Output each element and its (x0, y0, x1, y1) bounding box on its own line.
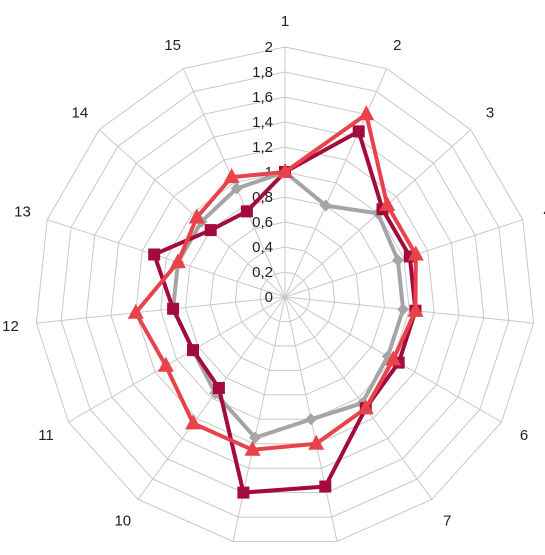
data-point (167, 302, 180, 315)
grid-ring (135, 146, 435, 445)
data-point (385, 350, 402, 366)
data-point (407, 301, 424, 317)
grid-spoke (284, 296, 433, 500)
grid-ring (110, 121, 460, 469)
category-labels: 123456789101112131415 (2, 13, 545, 529)
data-point (352, 125, 365, 138)
grid-ring (60, 71, 510, 518)
data-point (212, 382, 225, 394)
grid-spoke (137, 296, 286, 500)
series-3 (127, 105, 424, 456)
data-point (277, 163, 293, 178)
radar-grid (35, 46, 535, 542)
radial-tick-label: 0,4 (252, 239, 273, 256)
grid-spoke (36, 296, 286, 324)
grid-ring (209, 221, 361, 371)
data-point (319, 480, 332, 493)
category-label: 10 (114, 512, 131, 529)
category-label: 11 (38, 427, 54, 444)
data-point (244, 440, 261, 456)
category-label: 2 (393, 37, 401, 54)
data-point (237, 486, 250, 499)
category-label: 4 (543, 204, 545, 221)
grid-spoke (98, 129, 286, 298)
data-point (308, 434, 325, 450)
radial-tick-label: 1,8 (252, 64, 273, 81)
grid-spoke (68, 296, 286, 423)
grid-ring (85, 96, 485, 494)
grid-ring (160, 171, 410, 420)
data-point (185, 414, 202, 430)
category-label: 12 (2, 318, 19, 335)
grid-ring (35, 46, 535, 542)
data-point (397, 303, 410, 316)
data-point (187, 344, 199, 357)
radial-tick-label: 1,6 (252, 89, 273, 106)
category-label: 15 (164, 37, 181, 54)
radial-tick-label: 1,2 (252, 139, 273, 156)
grid-spoke (284, 68, 388, 298)
data-point (188, 208, 205, 224)
grid-ring (234, 246, 336, 347)
radial-tick-label: 0,6 (252, 214, 273, 231)
data-point (407, 245, 424, 261)
data-point (230, 182, 243, 195)
category-label: 14 (72, 104, 89, 121)
data-point (357, 399, 374, 415)
category-label: 6 (520, 427, 528, 444)
series-line (133, 112, 418, 452)
radial-tick-labels: 00,20,40,60,811,21,41,61,82 (252, 39, 273, 306)
data-point (127, 303, 144, 319)
data-point (223, 168, 240, 184)
data-point (305, 413, 317, 426)
grid-ring (259, 271, 311, 322)
series-line (152, 129, 418, 495)
radial-tick-label: 0 (265, 289, 273, 306)
data-point (379, 196, 396, 211)
data-point (148, 248, 161, 261)
category-label: 1 (281, 13, 289, 30)
series-line (171, 170, 406, 440)
data-point (170, 253, 186, 269)
data-point (240, 205, 253, 218)
data-point (204, 224, 217, 237)
data-point (157, 356, 174, 372)
grid-spoke (284, 296, 534, 324)
radial-tick-label: 0,2 (252, 264, 273, 281)
radial-tick-label: 1,4 (252, 114, 273, 131)
data-point (319, 199, 332, 212)
category-label: 13 (14, 204, 31, 221)
radial-tick-label: 2 (265, 39, 273, 56)
category-label: 3 (486, 104, 494, 121)
grid-spoke (47, 219, 286, 298)
data-point (249, 431, 262, 444)
category-label: 7 (443, 512, 451, 529)
data-point (358, 105, 375, 121)
series-layer (127, 105, 424, 499)
grid-spoke (232, 296, 286, 542)
data-point (391, 254, 404, 267)
grid-ring (184, 196, 386, 396)
